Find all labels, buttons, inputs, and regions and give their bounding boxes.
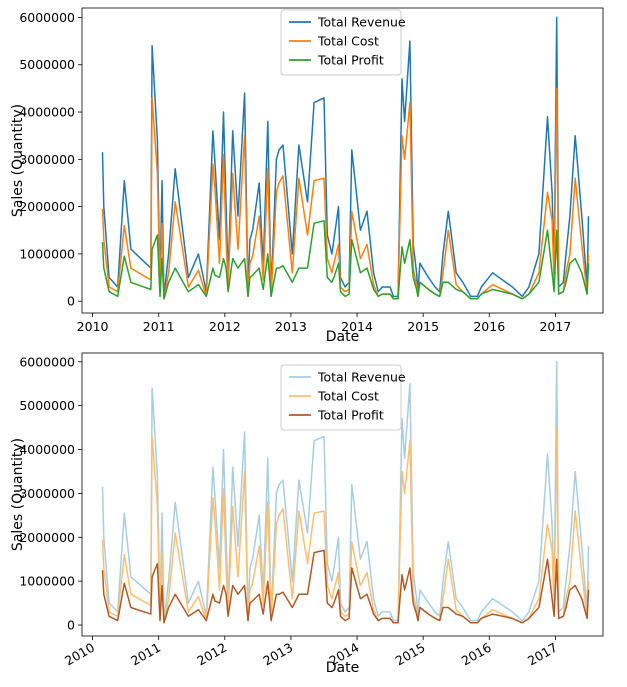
legend-label: Total Profit xyxy=(317,53,384,68)
y-tick-label: 2000000 xyxy=(19,530,75,545)
legend-label: Total Cost xyxy=(317,34,379,49)
y-tick-label: 5000000 xyxy=(19,57,75,72)
chart-top: 0 1000000 2000000 3000000 4000000 5000000 6000… xyxy=(10,7,604,345)
plot-frame xyxy=(81,352,604,637)
plot-frame xyxy=(81,7,604,314)
y-tick-label: 4000000 xyxy=(19,442,75,457)
x-tick-label: 2017 xyxy=(525,640,560,669)
y-axis-label: Sales (Quantity) xyxy=(10,104,26,217)
series-line-total-profit xyxy=(101,220,590,300)
x-tick-label: 2010 xyxy=(77,319,109,334)
series-group xyxy=(101,361,590,624)
chart-bottom: 0 1000000 2000000 3000000 4000000 5000000 6000… xyxy=(10,352,604,676)
legend-label: Total Cost xyxy=(317,389,379,404)
y-tick-label: 1000000 xyxy=(19,574,75,589)
x-axis-label: Date xyxy=(326,329,359,345)
x-tick-label: 2014 xyxy=(341,319,373,334)
x-tick-label: 2011 xyxy=(128,640,163,669)
series-group xyxy=(101,16,590,300)
series-line-total-cost xyxy=(101,87,590,300)
y-tick-label: 5000000 xyxy=(19,398,75,413)
y-tick-label: 4000000 xyxy=(19,105,75,120)
x-tick-label: 2017 xyxy=(539,319,571,334)
y-tick-label: 1000000 xyxy=(19,246,75,261)
legend-label: Total Revenue xyxy=(317,15,406,30)
x-tick-label: 2015 xyxy=(393,640,428,669)
series-line-total-profit xyxy=(101,549,590,624)
x-tick-label: 2010 xyxy=(62,640,97,669)
x-tick-label: 2012 xyxy=(209,319,241,334)
series-line-total-cost xyxy=(101,426,590,624)
x-tick-label: 2013 xyxy=(260,640,295,669)
y-tick-label: 0 xyxy=(67,294,75,309)
y-tick-label: 3000000 xyxy=(19,152,75,167)
y-tick-label: 6000000 xyxy=(19,354,75,369)
x-axis-label: Date xyxy=(326,660,359,676)
x-tick-label: 2013 xyxy=(275,319,307,334)
legend-box xyxy=(280,364,402,431)
y-tick-label: 2000000 xyxy=(19,199,75,214)
y-tick-label: 6000000 xyxy=(19,10,75,25)
legend-box xyxy=(280,9,402,76)
x-tick-label: 2011 xyxy=(143,319,175,334)
y-tick-label: 0 xyxy=(67,618,75,633)
x-tick-label: 2015 xyxy=(407,319,439,334)
x-tick-label: 2016 xyxy=(459,640,494,669)
x-tick-label: 2012 xyxy=(194,640,229,669)
y-tick-label: 3000000 xyxy=(19,486,75,501)
x-tick-label: 2016 xyxy=(473,319,505,334)
legend-label: Total Revenue xyxy=(317,370,406,385)
y-axis-label: Sales (Quantity) xyxy=(10,438,26,551)
legend-label: Total Profit xyxy=(317,408,384,423)
